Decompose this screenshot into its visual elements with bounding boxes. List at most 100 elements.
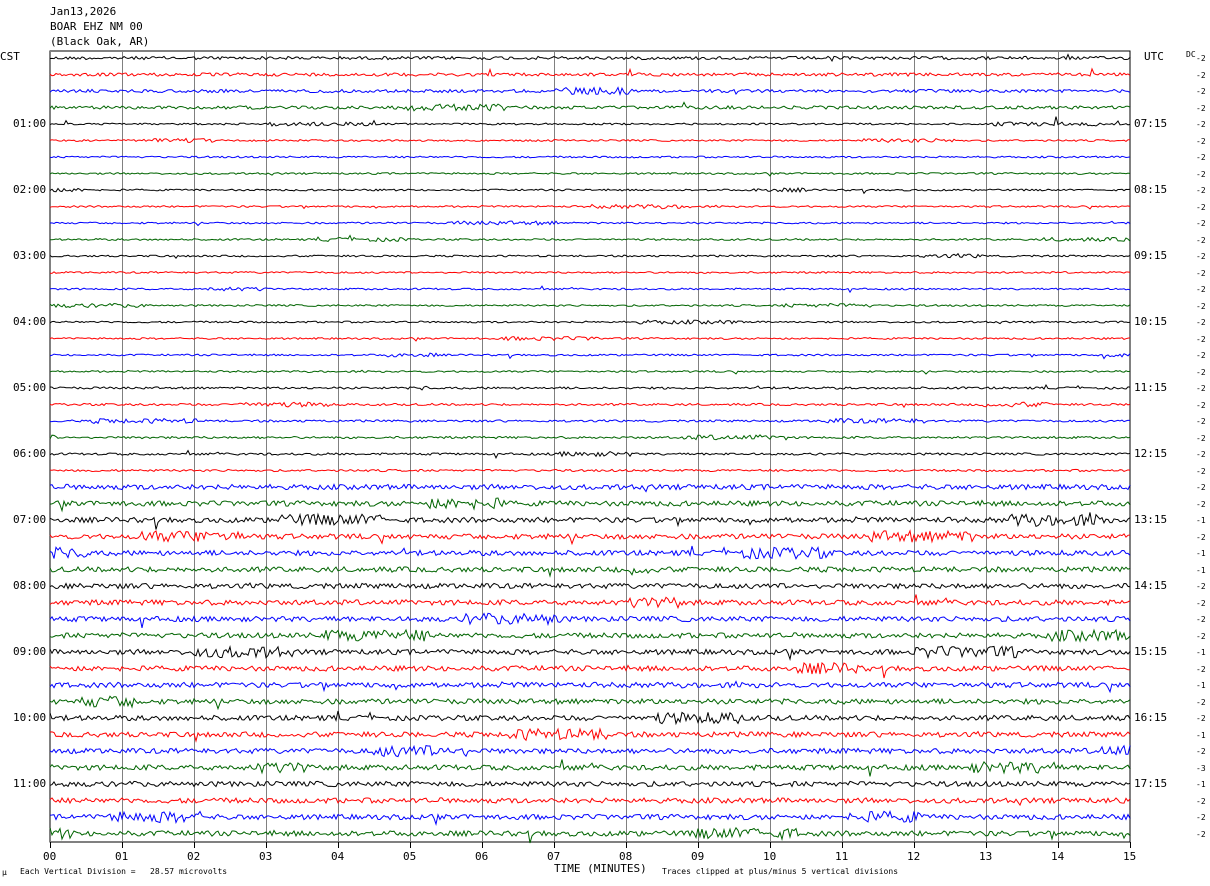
- trace-20: [49, 369, 1131, 375]
- left-hour-label: 02:00: [13, 183, 47, 196]
- right-hour-label: 13:15: [1134, 513, 1168, 526]
- trace-25: [49, 449, 1131, 459]
- trace-18: [49, 335, 1131, 342]
- dc-offset-value: -2: [1196, 103, 1206, 113]
- dc-offset-value: -2: [1196, 252, 1206, 261]
- right-hour-label: 09:15: [1134, 249, 1168, 262]
- x-axis-title: TIME (MINUTES): [554, 862, 647, 875]
- trace-6: [49, 137, 1130, 144]
- trace-4: [49, 101, 1131, 112]
- dc-offset-value: -2: [1196, 318, 1206, 327]
- dc-offset-value: -2: [1196, 285, 1206, 294]
- trace-35: [49, 612, 1131, 629]
- dc-offset-value: -2: [1196, 384, 1206, 393]
- trace-40: [49, 695, 1131, 711]
- x-tick-label: 08: [619, 850, 633, 863]
- dc-offset-value: -2: [1196, 54, 1206, 63]
- right-hour-label: 07:15: [1134, 117, 1168, 130]
- plot-frame: [49, 50, 1131, 843]
- dc-offset-value: -2: [1196, 483, 1206, 492]
- x-tick-label: 06: [475, 850, 489, 863]
- dc-offset-value: -2: [1196, 351, 1206, 360]
- trace-28: [49, 497, 1131, 513]
- trace-30: [49, 529, 1131, 546]
- dc-offset-value: -2: [1196, 598, 1206, 608]
- trace-3: [49, 86, 1131, 96]
- trace-46: [49, 796, 1131, 807]
- left-hour-label: 04:00: [13, 315, 47, 328]
- trace-1: [49, 53, 1131, 63]
- trace-32: [49, 565, 1131, 578]
- dc-offset-value: -2: [1196, 747, 1206, 756]
- left-hour-label: 10:00: [13, 711, 47, 724]
- trace-12: [49, 234, 1131, 243]
- dc-offset-value: -1: [1196, 565, 1206, 575]
- trace-17: [49, 319, 1131, 325]
- x-tick-label: 01: [115, 850, 129, 863]
- x-tick-label: 10: [763, 850, 777, 863]
- x-tick-label: 15: [1123, 850, 1137, 863]
- trace-42: [49, 727, 1131, 743]
- right-hour-label: 16:15: [1134, 711, 1168, 724]
- dc-offset-value: -3: [1196, 763, 1206, 773]
- dc-offset-value: -2: [1196, 499, 1206, 509]
- x-tick-label: 12: [907, 850, 921, 863]
- dc-offset-value: -2: [1196, 87, 1206, 96]
- dc-offset-value: -2: [1196, 582, 1206, 591]
- clip-note: Traces clipped at plus/minus 5 vertical …: [662, 867, 899, 876]
- dc-offset-value: -2: [1196, 70, 1206, 80]
- dc-offset-value: -1: [1196, 516, 1206, 525]
- x-tick-label: 11: [835, 850, 849, 863]
- right-hour-label: 08:15: [1134, 183, 1168, 196]
- trace-33: [49, 582, 1131, 590]
- trace-38: [49, 662, 1130, 679]
- trace-41: [49, 710, 1131, 726]
- x-tick-label: 03: [259, 850, 273, 863]
- trace-13: [49, 252, 1131, 260]
- left-hour-label: 01:00: [13, 117, 47, 130]
- dc-offset-value: -2: [1196, 417, 1206, 426]
- right-hour-label: 10:15: [1134, 315, 1168, 328]
- right-hour-label: 17:15: [1134, 777, 1168, 790]
- trace-5: [49, 116, 1131, 127]
- dc-offset-value: -2: [1196, 367, 1206, 377]
- trace-27: [49, 483, 1131, 493]
- trace-45: [49, 780, 1131, 788]
- header-location: (Black Oak, AR): [50, 35, 150, 48]
- dc-offset-value: -2: [1196, 664, 1206, 674]
- trace-9: [49, 187, 1131, 195]
- dc-offset-value: -2: [1196, 615, 1206, 624]
- left-hour-label: 09:00: [13, 645, 47, 658]
- dc-offset-value: -1: [1196, 780, 1206, 789]
- left-hour-label: 05:00: [13, 381, 47, 394]
- footer-mark: µ: [2, 868, 7, 877]
- trace-47: [49, 810, 1131, 826]
- trace-34: [49, 594, 1131, 610]
- dc-offset-value: -1: [1196, 648, 1206, 657]
- trace-29: [49, 512, 1131, 530]
- dc-offset-value: -2: [1196, 829, 1206, 839]
- dc-offset-value: -2: [1196, 532, 1206, 542]
- trace-10: [49, 203, 1131, 210]
- left-hour-label: 08:00: [13, 579, 47, 592]
- trace-44: [49, 759, 1131, 777]
- trace-39: [49, 680, 1131, 694]
- dc-offset-value: -2: [1196, 796, 1206, 806]
- dc-offset-value: -2: [1196, 813, 1206, 822]
- right-hour-label: 12:15: [1134, 447, 1168, 460]
- trace-48: [49, 826, 1131, 844]
- dc-label: DC: [1186, 50, 1196, 59]
- dc-offset-value: -2: [1196, 433, 1206, 443]
- trace-36: [49, 628, 1131, 643]
- dc-offset-value: -1: [1196, 730, 1206, 740]
- x-tick-label: 09: [691, 850, 705, 863]
- trace-26: [49, 468, 1131, 473]
- dc-offset-value: -2: [1196, 334, 1206, 344]
- left-hour-label: 06:00: [13, 447, 47, 460]
- right-hour-label: 11:15: [1134, 381, 1168, 394]
- dc-offset-value: -2: [1196, 120, 1206, 129]
- dc-offset-value: -2: [1196, 186, 1206, 195]
- trace-16: [49, 302, 1131, 309]
- header-station: BOAR EHZ NM 00: [50, 20, 143, 33]
